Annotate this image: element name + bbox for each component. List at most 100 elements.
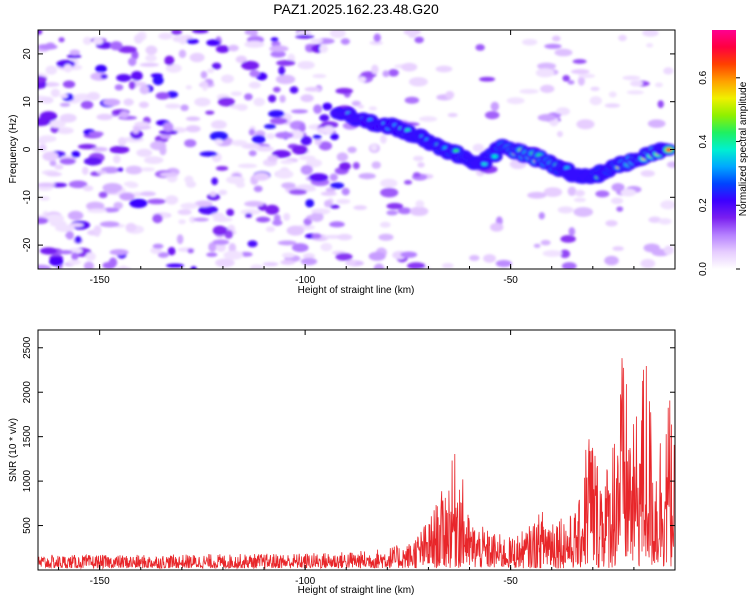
spectrogram-cell xyxy=(595,190,610,198)
spectrogram-cell xyxy=(158,129,178,135)
spectrogram-cell xyxy=(484,111,500,120)
spectrogram-cell xyxy=(483,254,496,263)
spectrogram-cell xyxy=(54,164,64,170)
spectrogram-cell xyxy=(139,62,160,67)
snr-background xyxy=(38,330,675,570)
spectrogram-cell xyxy=(412,172,421,178)
spectrogram-cell xyxy=(275,74,296,85)
spectrogram-cell xyxy=(519,88,539,94)
spectrogram-cell xyxy=(388,69,399,77)
spectrogram-cell xyxy=(67,210,84,221)
spectrogram-cell xyxy=(341,187,350,196)
spectrogram-cell xyxy=(194,97,211,107)
spectrogram-cell xyxy=(270,37,279,42)
spectrogram-y-axis-label: Frequency (Hz) xyxy=(8,115,19,184)
spectrogram-cell xyxy=(109,145,130,154)
spectrogram-cell xyxy=(253,185,263,193)
snr-y-tick-label: 1500 xyxy=(22,425,33,448)
spectrogram-y-tick-label: -20 xyxy=(22,237,33,252)
spectrogram-cell xyxy=(622,75,641,81)
spectrogram-cell xyxy=(160,133,172,139)
spectrogram-cell xyxy=(184,139,197,148)
spectrogram-cell xyxy=(358,76,367,83)
spectrogram-cell xyxy=(380,134,387,144)
spectrogram-cell xyxy=(490,222,504,232)
spectrogram-cell xyxy=(240,209,261,215)
spectrogram-cell xyxy=(357,104,364,109)
spectrogram-cell xyxy=(49,160,57,167)
spectrogram-cell xyxy=(165,103,181,109)
spectrogram-cell xyxy=(177,209,192,216)
spectrogram-cell xyxy=(95,64,107,73)
spectrogram-cell xyxy=(435,65,453,73)
spectrogram-cell xyxy=(300,164,313,175)
spectrogram-cell xyxy=(291,109,308,114)
spectrogram-cell xyxy=(568,227,576,237)
spectrogram-cell xyxy=(310,38,324,43)
spectrogram-cell xyxy=(373,33,381,43)
spectrogram-cell xyxy=(185,85,193,90)
spectrogram-cell xyxy=(230,91,243,96)
spectrogram-cell xyxy=(380,187,399,198)
spectrogram-cell xyxy=(475,44,485,51)
spectrogram-cell xyxy=(45,214,65,224)
spectrogram-cell xyxy=(71,252,79,261)
spectrogram-cell xyxy=(223,250,244,260)
snr-panel: -150 -100 -50 500 1000 1500 2000 2500 Height o… xyxy=(8,329,676,596)
spectrogram-cell xyxy=(574,189,585,197)
spectrogram-cell xyxy=(280,159,294,165)
colorbar-tick-label: 0.6 xyxy=(698,70,709,84)
spectrogram-cell xyxy=(352,162,360,170)
snr-x-tick-label: -100 xyxy=(295,576,315,587)
spectrogram-cell xyxy=(626,90,644,95)
snr-frame xyxy=(37,329,676,571)
spectrogram-cell xyxy=(589,96,602,106)
spectrogram-cell xyxy=(185,125,201,133)
spectrogram-cell xyxy=(324,200,332,208)
spectrogram-cell xyxy=(235,55,247,64)
spectrogram-cell xyxy=(386,202,404,210)
spectrogram-cell xyxy=(283,212,291,221)
spectrogram-cell xyxy=(479,76,496,82)
spectrogram-cell xyxy=(378,233,394,241)
spectrogram-cell xyxy=(608,91,617,98)
spectrogram-cell xyxy=(495,259,512,268)
spectrogram-cell xyxy=(231,140,248,147)
spectrogram-cell xyxy=(573,197,586,203)
spectrogram-cell xyxy=(58,250,73,255)
spectrogram-cell xyxy=(264,123,276,130)
spectrogram-cell xyxy=(251,135,266,144)
snr-y-axis: 500 1000 1500 2000 2500 xyxy=(22,336,675,534)
spectrogram-cell xyxy=(139,85,150,95)
spectrogram-cell xyxy=(38,75,47,83)
spectrogram-cell xyxy=(311,233,322,239)
spectrogram-cell xyxy=(131,70,143,81)
spectrogram-cell xyxy=(445,91,455,99)
spectrogram-cell xyxy=(277,240,297,246)
spectrogram-cell xyxy=(247,240,258,248)
spectrogram-cell xyxy=(642,30,659,37)
spectrogram-cell xyxy=(249,69,260,78)
spectrogram-cell xyxy=(276,59,296,67)
spectrogram-cell xyxy=(469,254,480,261)
spectrogram-cell xyxy=(329,204,340,209)
spectrogram-cell xyxy=(59,113,77,123)
spectrogram-cell xyxy=(96,170,107,175)
spectrogram-cell xyxy=(330,182,345,189)
spectrogram-cell xyxy=(268,94,277,103)
spectrogram-cell xyxy=(382,70,390,78)
spectrogram-cell xyxy=(209,191,217,197)
spectrogram-cell xyxy=(244,93,253,101)
spectrogram-cell xyxy=(212,217,233,222)
spectrogram-cell xyxy=(281,252,295,258)
spectrogram-cell xyxy=(265,226,276,233)
spectrogram-cell xyxy=(244,40,265,48)
spectrogram-cell xyxy=(206,252,218,257)
spectrogram-cell xyxy=(38,144,47,152)
spectrogram-cell xyxy=(255,216,271,223)
spectrogram-cell xyxy=(657,100,664,109)
spectrogram-cell xyxy=(542,250,563,257)
spectrogram-cell xyxy=(226,175,245,184)
spectrogram-cell xyxy=(123,98,134,106)
spectrogram-cell xyxy=(567,186,577,196)
